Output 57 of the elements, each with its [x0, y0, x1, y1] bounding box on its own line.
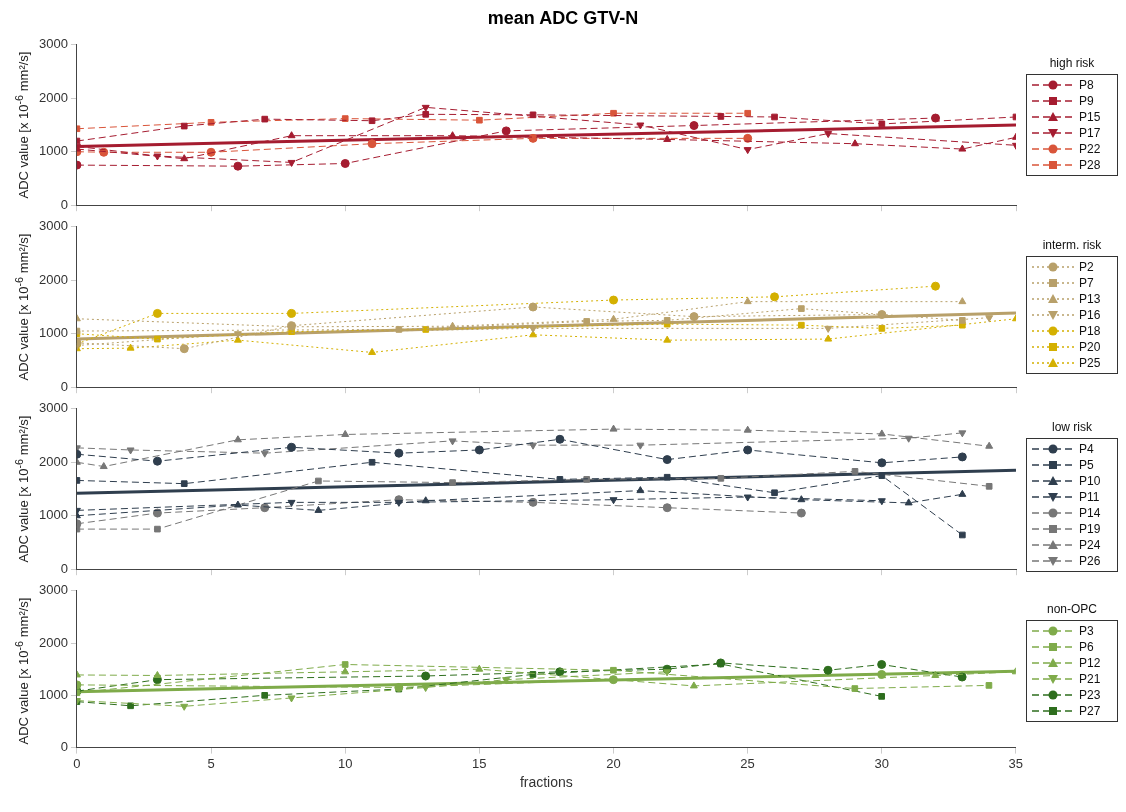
legend-label: P25 [1079, 356, 1101, 370]
legend-label: P28 [1079, 158, 1101, 172]
y-tick-label: 1000 [39, 325, 68, 341]
legend-title: interm. risk [1041, 238, 1103, 252]
legend-label: P6 [1079, 640, 1094, 654]
y-tick-label: 3000 [39, 582, 68, 598]
y-tick-label: 3000 [39, 218, 68, 234]
legend-label: P21 [1079, 672, 1101, 686]
legend-label: P7 [1079, 276, 1094, 290]
legend-label: P22 [1079, 142, 1101, 156]
x-tick-label: 25 [740, 755, 755, 771]
y-tick-label: 0 [60, 739, 68, 755]
y-tick-label: 1000 [39, 507, 68, 523]
legend-label: P14 [1079, 506, 1101, 520]
legend-label: P19 [1079, 522, 1101, 536]
legend-label: P5 [1079, 458, 1094, 472]
y-tick-label: 0 [60, 560, 68, 576]
legend-label: P10 [1079, 474, 1101, 488]
y-tick-label: 2000 [39, 89, 68, 105]
legend-label: P23 [1079, 688, 1101, 702]
y-tick-label: 3000 [39, 36, 68, 52]
legend-label: P9 [1079, 94, 1094, 108]
x-tick-label: 0 [73, 755, 81, 771]
legend-label: P18 [1079, 324, 1101, 338]
y-tick-label: 0 [60, 196, 68, 212]
legend-label: P27 [1079, 704, 1101, 718]
y-tick-label: 2000 [39, 453, 68, 469]
legend-label: P12 [1079, 656, 1101, 670]
legend-label: P8 [1079, 78, 1094, 92]
legend-label: P3 [1079, 624, 1094, 638]
chart-title: mean ADC GTV-N [486, 8, 640, 30]
legend-label: P16 [1079, 308, 1101, 322]
x-tick-label: 20 [606, 755, 621, 771]
y-tick-label: 1000 [39, 143, 68, 159]
x-axis-title: fractions [519, 774, 573, 791]
legend-label: P26 [1079, 554, 1101, 568]
legend-label: P20 [1079, 340, 1101, 354]
y-tick-label: 2000 [39, 271, 68, 287]
y-tick-label: 1000 [39, 686, 68, 702]
legend-title: non-OPC [1046, 602, 1098, 616]
y-tick-label: 0 [60, 378, 68, 394]
legend-label: P4 [1079, 442, 1094, 456]
legend-title: high risk [1048, 56, 1096, 70]
legend-label: P11 [1079, 490, 1100, 504]
x-tick-label: 5 [207, 755, 215, 771]
y-tick-label: 3000 [39, 400, 68, 416]
y-tick-label: 2000 [39, 634, 68, 650]
legend-title: low risk [1051, 420, 1093, 434]
legend-label: P15 [1079, 110, 1101, 124]
x-tick-label: 35 [1008, 755, 1023, 771]
x-tick-label: 30 [874, 755, 889, 771]
legend-label: P13 [1079, 292, 1101, 306]
legend-label: P2 [1079, 260, 1094, 274]
legend-label: P24 [1079, 538, 1101, 552]
x-tick-label: 15 [472, 755, 487, 771]
legend-label: P17 [1079, 126, 1101, 140]
x-tick-label: 10 [337, 755, 353, 771]
